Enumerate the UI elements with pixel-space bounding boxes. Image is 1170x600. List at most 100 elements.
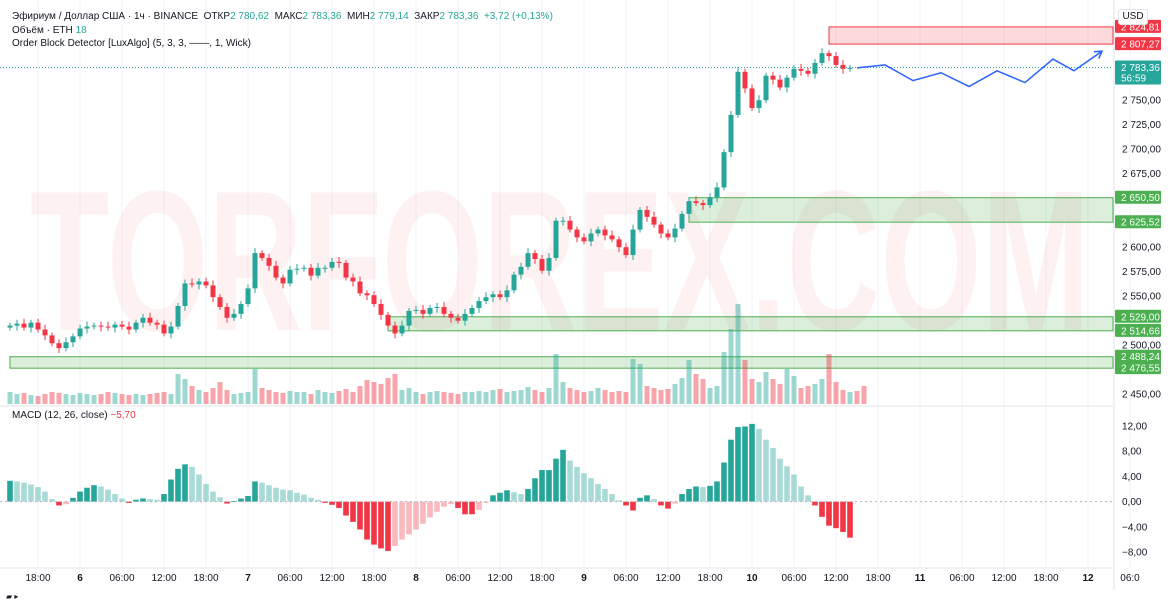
candle-body[interactable] (679, 213, 685, 229)
candle-body[interactable] (392, 325, 398, 334)
candle-body[interactable] (665, 233, 671, 238)
candle-body[interactable] (329, 261, 335, 268)
candle-body[interactable] (812, 62, 818, 74)
candle-body[interactable] (77, 328, 83, 337)
candle-body[interactable] (595, 229, 601, 234)
candle-body[interactable] (714, 187, 720, 198)
candle-body[interactable] (406, 310, 412, 326)
forecast-path[interactable] (856, 50, 1103, 88)
candle-body[interactable] (693, 201, 699, 204)
candle-body[interactable] (364, 293, 370, 296)
candle-body[interactable] (630, 229, 636, 256)
candle-body[interactable] (350, 277, 356, 282)
candle-body[interactable] (427, 307, 433, 314)
candle-body[interactable] (777, 79, 783, 88)
candle-body[interactable] (378, 304, 384, 315)
candle-body[interactable] (651, 216, 657, 225)
price-axis[interactable]: 2 750,00 2 725,00 2 700,00 2 675,00 2 600,00… (1122, 96, 1161, 559)
candle-body[interactable] (553, 220, 559, 258)
candle-body[interactable] (749, 88, 755, 109)
candle-body[interactable] (539, 258, 545, 271)
candle-body[interactable] (511, 274, 517, 291)
candle-body[interactable] (574, 229, 580, 238)
candle-body[interactable] (343, 262, 349, 278)
candle-body[interactable] (287, 269, 293, 284)
candle-body[interactable] (637, 209, 643, 230)
candle-body[interactable] (322, 267, 328, 269)
candle-body[interactable] (784, 77, 790, 88)
candle-body[interactable] (616, 239, 622, 248)
candle-body[interactable] (805, 70, 811, 74)
candle-body[interactable] (294, 268, 300, 270)
candle-body[interactable] (98, 325, 104, 327)
candle-body[interactable] (112, 324, 118, 328)
candle-body[interactable] (252, 253, 258, 289)
candle-body[interactable] (763, 75, 769, 101)
candle-body[interactable] (273, 265, 279, 278)
candle-body[interactable] (700, 203, 706, 206)
candle-body[interactable] (280, 277, 286, 284)
candle-body[interactable] (602, 229, 608, 236)
candle-body[interactable] (644, 209, 650, 217)
candle-body[interactable] (182, 283, 188, 306)
candle-body[interactable] (35, 322, 41, 330)
currency-button[interactable]: USD (1118, 9, 1148, 25)
candle-body[interactable] (336, 261, 342, 263)
candle-body[interactable] (462, 313, 468, 321)
candle-body[interactable] (196, 281, 202, 285)
candle-body[interactable] (497, 294, 503, 298)
candle-body[interactable] (840, 64, 846, 69)
candle-body[interactable] (567, 220, 573, 230)
candle-body[interactable] (490, 294, 496, 298)
candle-body[interactable] (189, 283, 195, 285)
candle-body[interactable] (455, 317, 461, 321)
candle-body[interactable] (91, 325, 97, 327)
candle-body[interactable] (798, 68, 804, 71)
candle-body[interactable] (147, 317, 153, 323)
candle-body[interactable] (399, 325, 405, 334)
candle-body[interactable] (483, 297, 489, 302)
candle-body[interactable] (833, 56, 839, 65)
candle-body[interactable] (161, 324, 167, 334)
candle-body[interactable] (105, 326, 111, 328)
candle-body[interactable] (546, 257, 552, 271)
candle-body[interactable] (140, 317, 146, 323)
candle-body[interactable] (770, 75, 776, 80)
candle-body[interactable] (707, 197, 713, 206)
candle-body[interactable] (259, 253, 265, 258)
bullish-order-block[interactable] (688, 197, 1114, 223)
candle-body[interactable] (231, 313, 237, 318)
volume-legend[interactable]: Объём · ETH 18 (12, 24, 87, 37)
candle-body[interactable] (518, 266, 524, 275)
candle-body[interactable] (315, 267, 321, 276)
bullish-order-block[interactable] (9, 356, 1114, 369)
candle-body[interactable] (175, 306, 181, 327)
candle-body[interactable] (266, 257, 272, 266)
candle-body[interactable] (658, 224, 664, 234)
candle-body[interactable] (14, 323, 20, 326)
candle-body[interactable] (672, 228, 678, 238)
candle-body[interactable] (504, 290, 510, 298)
candle-body[interactable] (469, 307, 475, 314)
candle-body[interactable] (203, 281, 209, 286)
candle-body[interactable] (238, 304, 244, 314)
candle-body[interactable] (371, 295, 377, 305)
candle-body[interactable] (623, 247, 629, 256)
candle-body[interactable] (49, 335, 55, 344)
bearish-order-block[interactable] (828, 26, 1114, 45)
candle-body[interactable] (7, 325, 13, 328)
tradingview-logo-icon[interactable]: ▰ ▸ (6, 592, 19, 600)
candle-body[interactable] (168, 326, 174, 334)
candle-body[interactable] (154, 322, 160, 325)
candle-body[interactable] (581, 237, 587, 242)
macd-legend[interactable]: MACD (12, 26, close) −5,70 (12, 410, 136, 421)
candle-body[interactable] (70, 336, 76, 343)
candle-body[interactable] (308, 267, 314, 276)
candle-body[interactable] (224, 306, 230, 318)
candle-body[interactable] (721, 152, 727, 188)
candle-body[interactable] (217, 297, 223, 307)
candle-body[interactable] (42, 329, 48, 336)
candle-body[interactable] (434, 306, 440, 308)
candle-body[interactable] (847, 67, 853, 69)
candle-body[interactable] (525, 253, 531, 267)
